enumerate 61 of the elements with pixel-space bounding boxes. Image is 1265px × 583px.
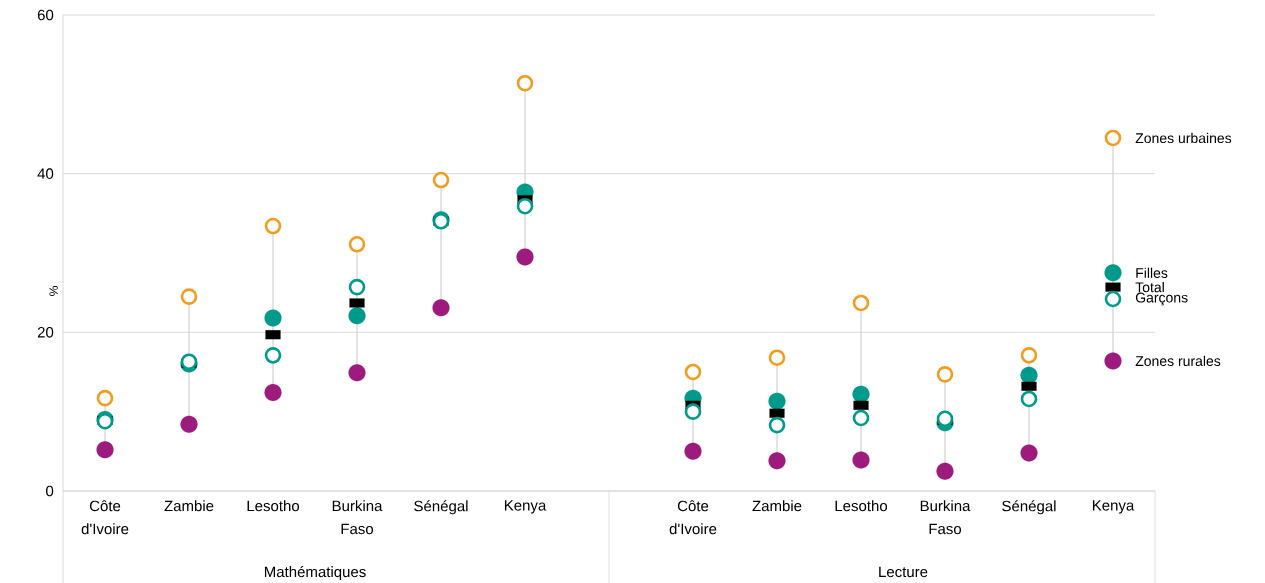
point xyxy=(936,462,954,480)
series-label: Total xyxy=(1135,281,1164,293)
point xyxy=(768,452,786,470)
point xyxy=(1020,444,1038,462)
y-tick-label: 0 xyxy=(46,485,54,497)
point xyxy=(180,288,198,305)
point xyxy=(96,441,114,459)
point xyxy=(432,171,450,189)
point xyxy=(1104,264,1122,282)
x-tick-label: Lesotho xyxy=(247,500,300,512)
point xyxy=(1104,352,1122,370)
point xyxy=(516,197,534,215)
point xyxy=(684,442,702,460)
text: Mathématiques xyxy=(264,565,366,581)
x-tick-label: Kenya xyxy=(504,500,547,514)
point xyxy=(264,217,282,235)
series-label: Filles xyxy=(1136,267,1168,278)
point xyxy=(768,349,786,367)
point xyxy=(852,409,870,427)
y-tick-label: 40 xyxy=(37,168,54,179)
point xyxy=(684,363,702,381)
point xyxy=(348,364,366,382)
y-tick-label: 60 xyxy=(37,9,54,21)
point xyxy=(348,307,366,325)
x-tick-label: Sénégal xyxy=(1002,500,1056,515)
x-tick-label: Sénégal xyxy=(414,500,468,515)
point xyxy=(768,392,786,410)
point xyxy=(264,309,282,327)
point xyxy=(516,248,534,266)
text: Lecture xyxy=(879,566,928,578)
x-tick-label: Côte d'Ivoire xyxy=(669,500,717,535)
x-tick-label: Burkina Faso xyxy=(920,500,971,535)
series-label: Zones urbaines xyxy=(1135,132,1232,144)
point xyxy=(264,384,282,402)
point xyxy=(1104,129,1122,147)
point xyxy=(684,403,702,420)
y-tick-label: 20 xyxy=(37,327,54,338)
y-axis-title: % xyxy=(49,286,58,296)
point xyxy=(852,451,870,469)
point xyxy=(96,389,114,407)
point xyxy=(348,235,366,253)
point xyxy=(768,416,786,434)
point xyxy=(1020,390,1038,408)
point xyxy=(516,74,534,92)
point xyxy=(432,299,450,317)
point xyxy=(936,366,954,383)
x-tick-label: Kenya xyxy=(1092,500,1135,514)
series-label: Zones rurales xyxy=(1135,355,1221,367)
series-label: Garçons xyxy=(1135,292,1188,306)
point xyxy=(264,347,282,364)
x-tick-label: Zambie xyxy=(752,500,802,512)
x-tick-label: Burkina Faso xyxy=(332,500,383,535)
point xyxy=(180,415,198,433)
x-tick-label: Côte d'Ivoire xyxy=(81,500,129,535)
x-tick-label: Lesotho xyxy=(835,500,888,512)
point xyxy=(852,294,870,312)
point xyxy=(1020,347,1038,364)
point xyxy=(936,410,954,428)
point xyxy=(348,278,366,296)
point xyxy=(1104,290,1122,308)
x-tick-label: Zambie xyxy=(164,500,214,512)
